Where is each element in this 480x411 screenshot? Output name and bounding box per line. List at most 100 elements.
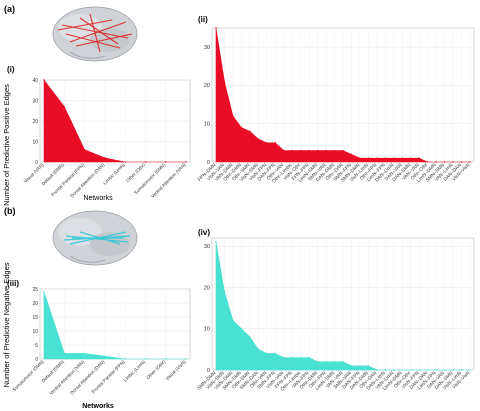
data-point [104, 355, 106, 357]
data-point [83, 352, 86, 355]
data-point [165, 358, 167, 360]
data-point [144, 358, 147, 360]
data-point [384, 369, 387, 371]
data-point [469, 161, 471, 163]
data-point [443, 161, 446, 163]
x-tick-label: Somatomotor (SMN) [11, 359, 45, 393]
data-point [460, 369, 463, 371]
data-point [249, 336, 251, 338]
data-point [384, 157, 387, 159]
panel-label-a: (a) [4, 4, 15, 14]
data-point [63, 105, 65, 108]
data-point [376, 157, 378, 159]
x-tick-label: Ventral Attention (VAN) [150, 162, 187, 199]
x-tick-label: Other (Othr) [125, 162, 146, 183]
data-point [232, 115, 234, 117]
data-point [435, 161, 437, 163]
data-point [325, 149, 327, 152]
data-point [350, 365, 353, 367]
data-point [223, 290, 226, 293]
y-tick-label: 10 [204, 327, 210, 333]
data-point [426, 161, 429, 163]
y-tick-label: 20 [32, 119, 38, 125]
plot-frame-iii [39, 288, 191, 360]
data-point [316, 361, 319, 363]
data-point [104, 157, 106, 159]
data-point [393, 157, 395, 159]
data-point [333, 149, 336, 152]
data-point [342, 361, 344, 363]
data-point [299, 149, 302, 152]
data-point [367, 365, 370, 367]
x-tick-label: Ventral Attention (VAN) [49, 359, 86, 396]
data-point [63, 352, 65, 355]
y-tick-label: 5 [35, 343, 38, 349]
data-point [342, 149, 344, 152]
data-point [452, 161, 454, 163]
x-tick-label: Visual (VisN) [165, 359, 188, 382]
ylabel-positive: Number of Predictive Positive Edges [2, 84, 11, 206]
data-point [124, 358, 126, 360]
area-series-i [43, 79, 186, 163]
data-point [185, 161, 187, 163]
data-point [418, 157, 420, 159]
y-tick-label: 0 [35, 357, 38, 363]
data-point [452, 369, 454, 371]
y-tick-label: 15 [32, 315, 38, 321]
data-point [266, 142, 268, 144]
data-point [325, 361, 327, 363]
data-point [43, 291, 45, 293]
data-point [274, 352, 276, 355]
area-series-iii [43, 291, 186, 360]
data-point [240, 328, 243, 330]
data-point [165, 161, 167, 163]
data-point [316, 149, 319, 152]
data-point [469, 369, 471, 371]
data-point [283, 356, 285, 359]
data-point [223, 80, 226, 83]
xlabel-networks-top: Networks [83, 195, 113, 202]
data-point [308, 356, 310, 359]
data-point [376, 369, 378, 371]
data-point [435, 369, 437, 371]
y-tick-label: 20 [204, 285, 210, 291]
y-tick-label: 0 [35, 160, 38, 166]
y-tick-label: 20 [32, 301, 38, 307]
chart-iv: 0102030SMN–DMNVisN–SMNVisN–DMNSMN–SMNOth… [196, 237, 475, 393]
data-point [43, 79, 45, 81]
y-tick-label: 0 [207, 368, 210, 374]
y-tick-label: 25 [32, 287, 38, 293]
y-tick-label: 30 [204, 244, 210, 250]
data-point [460, 161, 463, 163]
data-point [257, 348, 260, 351]
data-point [266, 352, 268, 355]
brain-negative-image [52, 210, 138, 266]
data-point [350, 153, 353, 156]
panel-label-ii: (ii) [198, 15, 208, 24]
x-tick-label: Limbic (LimN) [123, 359, 147, 383]
y-tick-label: 10 [204, 122, 210, 128]
data-point [291, 149, 293, 152]
data-point [215, 27, 217, 29]
data-point [359, 157, 361, 159]
panel-label-iii: (iii) [7, 279, 19, 288]
x-tick-label: Dorsal Attention (DAN) [69, 162, 106, 199]
data-point [359, 365, 361, 367]
data-point [410, 369, 412, 371]
data-point [418, 369, 420, 371]
data-point [144, 161, 147, 163]
data-point [308, 149, 310, 152]
data-point [83, 149, 86, 151]
panel-label-iv: (iv) [198, 228, 210, 237]
data-point [274, 142, 276, 144]
data-point [393, 369, 395, 371]
data-point [291, 356, 293, 359]
y-tick-label: 30 [204, 45, 210, 51]
data-point [232, 319, 234, 322]
data-point [426, 369, 429, 371]
data-point [443, 369, 446, 371]
panel-label-i: (i) [7, 65, 15, 74]
y-tick-label: 30 [32, 98, 38, 104]
